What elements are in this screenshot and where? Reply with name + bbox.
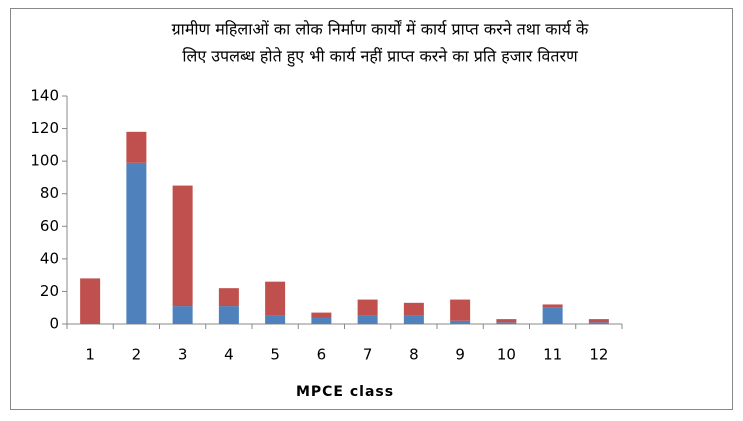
bar-segment [80, 278, 101, 324]
x-tick-label: 6 [317, 346, 327, 364]
bar-segment [218, 288, 239, 307]
x-tick-label: 2 [132, 346, 142, 364]
bar-segment [218, 306, 239, 324]
y-tick-label: 80 [40, 184, 59, 202]
y-tick-label: 140 [30, 87, 59, 105]
bar-segment [403, 315, 424, 324]
y-tick-label: 120 [30, 119, 59, 137]
bar-segment [172, 306, 193, 324]
y-tick-label: 40 [40, 249, 59, 267]
y-tick-label: 60 [40, 217, 59, 235]
y-tick-label: 20 [40, 282, 59, 300]
bar-segment [496, 322, 517, 324]
y-tick-label: 0 [49, 315, 59, 333]
x-tick-label: 9 [455, 346, 465, 364]
chart-title: ग्रामीण महिलाओं का लोक निर्माण कार्यों म… [172, 20, 589, 39]
bar-segment [357, 299, 378, 316]
bar-segment [588, 319, 609, 323]
x-tick-label: 8 [409, 346, 419, 364]
bar-segment [311, 317, 332, 324]
x-tick-label: 1 [85, 346, 95, 364]
bar-segment [265, 315, 286, 324]
x-tick-label: 5 [270, 346, 280, 364]
bar-segment [450, 320, 471, 324]
x-tick-label: 12 [589, 346, 608, 364]
bar-segment [126, 162, 147, 324]
x-tick-label: 11 [543, 346, 562, 364]
x-axis-title: MPCE class [296, 384, 394, 400]
bar-segment [496, 319, 517, 323]
bar-segment [542, 307, 563, 324]
x-tick-label: 3 [178, 346, 188, 364]
bar-segment [403, 302, 424, 316]
bar-segment [126, 131, 147, 163]
bar-segment [450, 299, 471, 321]
chart-title: लिए उपलब्ध होते हुए भी कार्य नहीं प्राप्… [182, 47, 578, 68]
bar-segment [172, 185, 193, 307]
x-tick-label: 4 [224, 346, 234, 364]
y-tick-label: 100 [30, 152, 59, 170]
bar-segment [311, 312, 332, 318]
bar-segment [542, 304, 563, 308]
bar-segment [265, 281, 286, 316]
x-tick-label: 10 [497, 346, 516, 364]
bar-segment [357, 315, 378, 324]
x-tick-label: 7 [363, 346, 373, 364]
bar-segment [588, 322, 609, 324]
